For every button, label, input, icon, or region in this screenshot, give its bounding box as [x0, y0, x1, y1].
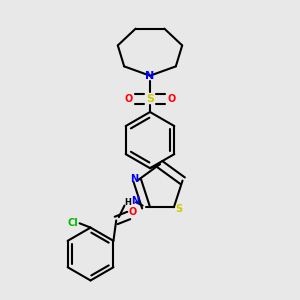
Text: O: O [124, 94, 133, 104]
Text: O: O [129, 207, 137, 217]
Text: S: S [146, 94, 154, 104]
Text: S: S [175, 204, 182, 214]
Text: N: N [146, 71, 154, 81]
Text: N: N [131, 196, 139, 206]
Text: N: N [130, 174, 138, 184]
Text: O: O [167, 94, 175, 104]
Text: H: H [124, 198, 131, 207]
Text: Cl: Cl [67, 218, 78, 228]
